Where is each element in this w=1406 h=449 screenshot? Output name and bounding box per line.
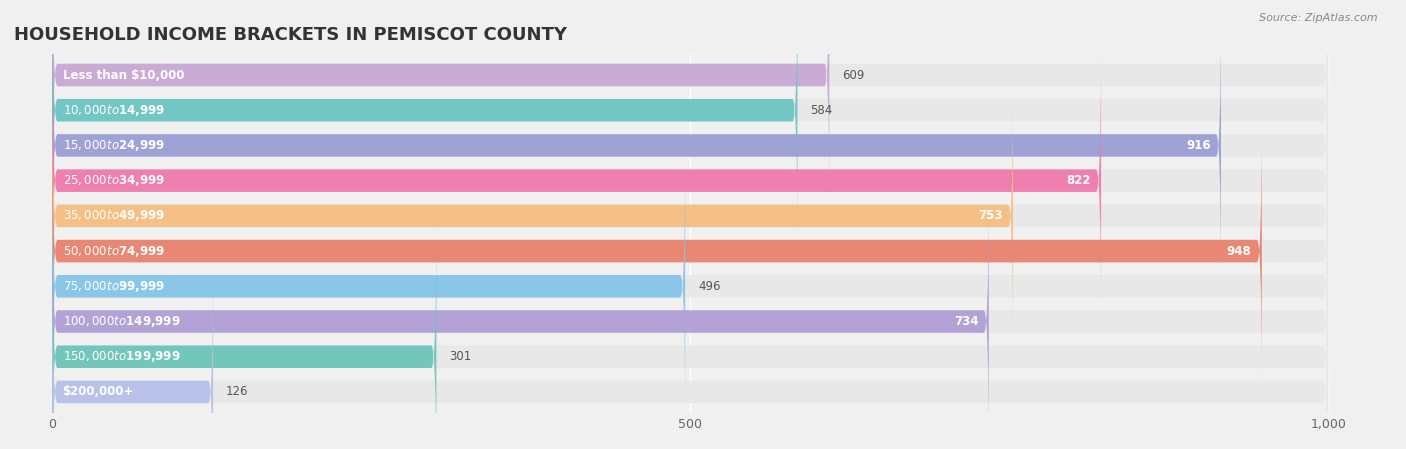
FancyBboxPatch shape [52, 157, 1329, 416]
FancyBboxPatch shape [52, 51, 1101, 310]
Text: $35,000 to $49,999: $35,000 to $49,999 [62, 208, 165, 223]
FancyBboxPatch shape [52, 122, 1261, 381]
Text: 734: 734 [955, 315, 979, 328]
Text: 301: 301 [449, 350, 471, 363]
Text: 916: 916 [1187, 139, 1211, 152]
Text: 753: 753 [979, 209, 1002, 222]
Text: $25,000 to $34,999: $25,000 to $34,999 [62, 173, 165, 188]
Text: $200,000+: $200,000+ [62, 385, 134, 398]
FancyBboxPatch shape [52, 86, 1329, 345]
Text: $75,000 to $99,999: $75,000 to $99,999 [62, 279, 165, 294]
Text: $150,000 to $199,999: $150,000 to $199,999 [62, 349, 180, 364]
Text: $100,000 to $149,999: $100,000 to $149,999 [62, 314, 180, 329]
FancyBboxPatch shape [52, 51, 1329, 310]
FancyBboxPatch shape [52, 16, 1329, 275]
Text: $15,000 to $24,999: $15,000 to $24,999 [62, 138, 165, 153]
Text: Source: ZipAtlas.com: Source: ZipAtlas.com [1260, 13, 1378, 23]
Text: 609: 609 [842, 69, 865, 82]
Text: 496: 496 [697, 280, 720, 293]
FancyBboxPatch shape [52, 0, 1329, 205]
FancyBboxPatch shape [52, 192, 988, 449]
FancyBboxPatch shape [52, 192, 1329, 449]
FancyBboxPatch shape [52, 122, 1329, 381]
Text: 948: 948 [1227, 245, 1251, 258]
FancyBboxPatch shape [52, 262, 214, 449]
FancyBboxPatch shape [52, 227, 436, 449]
Text: $10,000 to $14,999: $10,000 to $14,999 [62, 103, 165, 118]
Text: 584: 584 [810, 104, 832, 117]
Text: HOUSEHOLD INCOME BRACKETS IN PEMISCOT COUNTY: HOUSEHOLD INCOME BRACKETS IN PEMISCOT CO… [14, 26, 567, 44]
Text: 126: 126 [226, 385, 249, 398]
FancyBboxPatch shape [52, 0, 830, 205]
FancyBboxPatch shape [52, 157, 685, 416]
FancyBboxPatch shape [52, 0, 797, 240]
FancyBboxPatch shape [52, 86, 1014, 345]
Text: $50,000 to $74,999: $50,000 to $74,999 [62, 244, 165, 259]
Text: Less than $10,000: Less than $10,000 [62, 69, 184, 82]
FancyBboxPatch shape [52, 0, 1329, 240]
FancyBboxPatch shape [52, 262, 1329, 449]
FancyBboxPatch shape [52, 227, 1329, 449]
FancyBboxPatch shape [52, 16, 1220, 275]
Text: 822: 822 [1066, 174, 1091, 187]
